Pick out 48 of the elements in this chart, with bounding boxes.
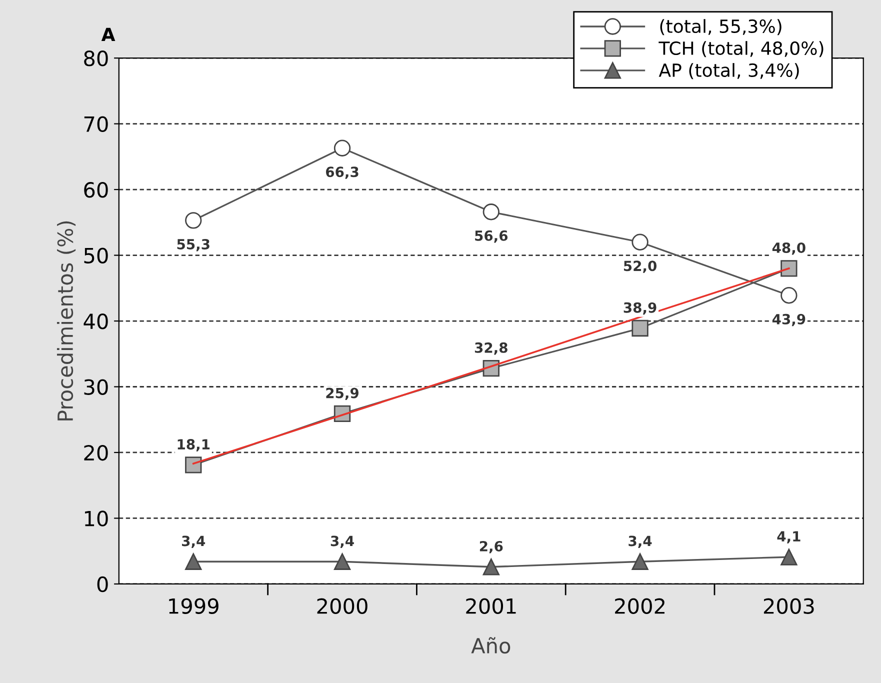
point — [780, 287, 798, 304]
data-label: 18,1 — [178, 439, 210, 452]
y-tick-label: 10 — [84, 510, 108, 526]
data-label: 32,8 — [474, 342, 508, 355]
point — [482, 558, 500, 576]
y-tick-label: 60 — [84, 182, 108, 198]
data-label: 25,9 — [326, 388, 359, 400]
x-tick-label: 2000 — [317, 598, 368, 614]
data-label: 66,3 — [326, 166, 358, 179]
point — [185, 456, 202, 474]
x-tick-label: 2002 — [615, 598, 664, 614]
y-axis-title: Procedimientos (%) — [56, 221, 76, 420]
point — [334, 140, 351, 156]
y-tick-label: 80 — [84, 50, 108, 66]
data-label: 3,4 — [330, 536, 354, 548]
point — [482, 204, 500, 220]
x-tick-label: 2003 — [764, 598, 814, 614]
y-tick-label: 50 — [84, 248, 108, 264]
x-tick-label: 2001 — [466, 598, 516, 614]
y-tick-label: 40 — [84, 313, 108, 330]
point — [632, 234, 648, 250]
point — [632, 320, 648, 337]
text: A — [101, 28, 116, 41]
data-label: 3,4 — [182, 536, 206, 548]
data-label: 55,3 — [177, 238, 210, 252]
y-tick-label: 70 — [84, 116, 108, 132]
point — [185, 553, 202, 570]
data-label: 38,9 — [624, 302, 656, 315]
point — [185, 212, 202, 229]
data-label: 56,6 — [475, 230, 508, 243]
legend-label: (total, 55,3%) — [660, 19, 782, 36]
y-tick-label: 30 — [84, 379, 108, 395]
point — [780, 548, 798, 566]
point — [780, 260, 798, 277]
data-label: 48,0 — [772, 242, 806, 255]
point — [334, 553, 351, 570]
x-tick-label: 1999 — [169, 598, 218, 614]
data-label: 43,9 — [772, 314, 806, 326]
data-label: 3,4 — [628, 536, 652, 548]
data-label: 52,0 — [624, 260, 657, 273]
data-label: 2,6 — [480, 540, 503, 554]
y-tick-label: 0 — [97, 576, 108, 592]
x-axis-title: Año — [471, 637, 510, 654]
point — [632, 553, 648, 570]
legend-label: TCH (total, 48,0%) — [658, 41, 824, 58]
legend-label: AP (total, 3,4%) — [658, 63, 799, 80]
data-label: 4,1 — [777, 531, 800, 544]
y-tick-label: 20 — [84, 444, 108, 461]
